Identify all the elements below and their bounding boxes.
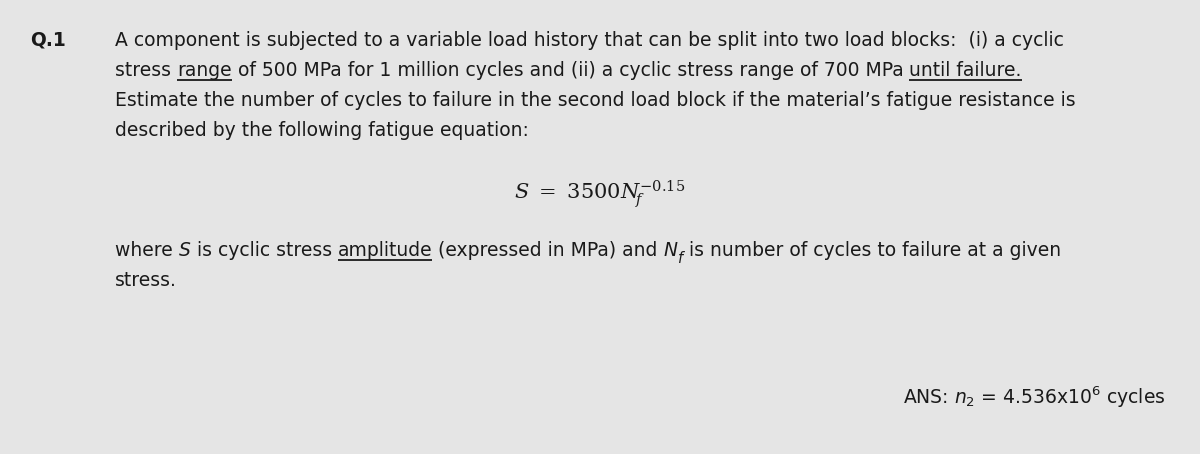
Text: A component is subjected to a variable load history that can be split into two l: A component is subjected to a variable l…	[115, 31, 1064, 50]
Text: ANS: $n_2$ = 4.536x10$^6$ cycles: ANS: $n_2$ = 4.536x10$^6$ cycles	[902, 385, 1165, 410]
Text: stress: stress	[115, 61, 178, 80]
Text: described by the following fatigue equation:: described by the following fatigue equat…	[115, 121, 529, 140]
Text: until failure.: until failure.	[910, 61, 1021, 80]
Text: where: where	[115, 241, 179, 260]
Text: range: range	[178, 61, 232, 80]
Text: $\mathit{S}\ =\ 3500\mathit{N}_{\!\mathit{f}}^{-0.15}$: $\mathit{S}\ =\ 3500\mathit{N}_{\!\mathi…	[515, 178, 685, 210]
Text: f: f	[678, 251, 683, 266]
Text: is number of cycles to failure at a given: is number of cycles to failure at a give…	[683, 241, 1061, 260]
Text: (expressed in MPa) and: (expressed in MPa) and	[432, 241, 664, 260]
Text: stress.: stress.	[115, 271, 176, 290]
Text: S: S	[179, 241, 191, 260]
Text: Estimate the number of cycles to failure in the second load block if the materia: Estimate the number of cycles to failure…	[115, 91, 1075, 110]
Text: Q.1: Q.1	[30, 31, 66, 50]
Text: N: N	[664, 241, 678, 260]
Text: amplitude: amplitude	[337, 241, 432, 260]
Text: of 500 MPa for 1 million cycles and (ii) a cyclic stress range of 700 MPa: of 500 MPa for 1 million cycles and (ii)…	[232, 61, 910, 80]
Text: is cyclic stress: is cyclic stress	[191, 241, 337, 260]
